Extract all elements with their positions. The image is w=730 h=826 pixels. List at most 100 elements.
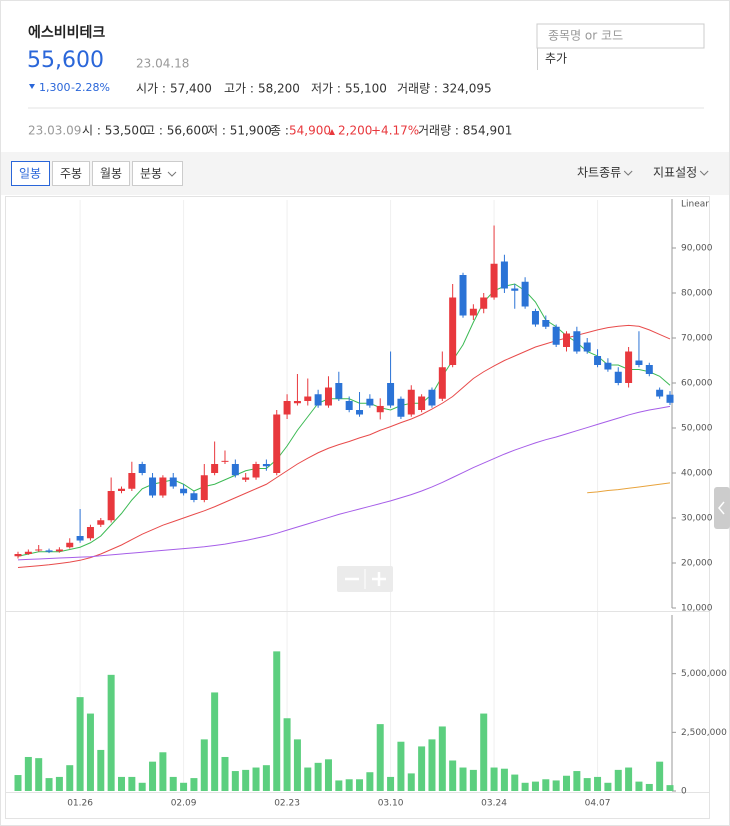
stock-name: 에스비비테크 — [28, 25, 105, 41]
candle-body — [138, 464, 146, 473]
volume-bar — [418, 746, 426, 791]
volume-bar — [428, 739, 436, 791]
volume-bar — [438, 726, 446, 791]
candle-body — [345, 401, 353, 410]
candle-body — [262, 464, 270, 467]
chart: 01.26 02.09 02.23 03.10 03.24 04.07 Linear 10,0… — [6, 199, 727, 809]
detail-close: 54,900 — [289, 124, 331, 138]
candle-body — [97, 520, 105, 525]
volume-bar — [604, 782, 612, 791]
detail-low: 저 : 51,900 — [207, 124, 272, 138]
period-button[interactable] — [11, 161, 50, 186]
candle-body — [459, 275, 467, 316]
candle-body — [314, 394, 322, 406]
volume-bar — [345, 779, 353, 791]
chart-panel — [5, 196, 710, 819]
x-tick-label: 02.09 — [171, 799, 197, 809]
period-button[interactable] — [52, 161, 90, 186]
volume-bar — [552, 780, 560, 791]
stat-value: 324,095 — [442, 82, 492, 96]
y-tick-label: 40,000 — [681, 469, 713, 479]
volume-bar — [511, 774, 519, 791]
side-tab[interactable] — [714, 487, 730, 529]
side-tab-icon — [718, 501, 725, 515]
volume-bar — [376, 724, 384, 791]
candle-body — [449, 297, 457, 365]
stat-label: 고가 : — [224, 82, 254, 96]
volume-bar — [469, 769, 477, 791]
candle-body — [231, 464, 239, 476]
stat-value: 55,100 — [345, 82, 387, 96]
candle-body — [242, 477, 250, 480]
volume-bar — [563, 775, 571, 791]
candle-body — [190, 493, 198, 500]
volume-bar — [490, 767, 498, 791]
menu-button[interactable]: 지표설정 — [653, 166, 697, 180]
change-pct: -2.28% — [71, 81, 110, 94]
candle-body — [252, 464, 260, 478]
scale-label: Linear — [681, 200, 709, 210]
volume-bar — [221, 756, 229, 791]
y-tick-label: 50,000 — [681, 424, 713, 434]
volume-bar — [324, 759, 332, 791]
candle-body — [542, 320, 550, 327]
detail-date: 23.03.09 — [28, 124, 81, 138]
volume-bar — [231, 771, 239, 791]
y-tick-label: 30,000 — [681, 514, 713, 524]
candle-body — [169, 477, 177, 487]
candle-body — [293, 401, 301, 404]
volume-bar — [583, 778, 591, 791]
candle-body — [573, 331, 581, 352]
volume-bar — [97, 749, 105, 791]
volume-bar — [262, 765, 270, 791]
candle-body — [149, 477, 157, 496]
candle-body — [273, 414, 281, 473]
period-label: 주봉 — [60, 167, 82, 181]
candle-body — [324, 387, 332, 406]
volume-bar — [293, 739, 301, 791]
detail-volume: 거래량 : 854,901 — [418, 124, 512, 138]
candle-body — [407, 389, 415, 415]
y-tick-label: 80,000 — [681, 289, 713, 299]
volume-bar — [666, 785, 674, 791]
candle-body — [418, 396, 426, 410]
change: 1,300 — [39, 81, 71, 94]
candle-body — [55, 549, 63, 552]
volume-bar — [211, 692, 219, 791]
y-tick-label: 90,000 — [681, 244, 713, 254]
stat-label: 시가 : — [136, 82, 166, 96]
chevron — [699, 170, 709, 176]
detail-change-pct: +4.17% — [371, 124, 419, 138]
candle-body — [24, 551, 32, 554]
candle-body — [387, 383, 395, 406]
volume-bar — [480, 713, 488, 791]
candle-body — [376, 405, 384, 413]
stat-value: 57,400 — [170, 82, 212, 96]
candle-body — [304, 396, 312, 401]
volume-bar — [128, 776, 136, 791]
volume-bar — [366, 772, 374, 791]
y2-tick-label: 5,000,000 — [681, 669, 727, 679]
candle-body — [666, 394, 674, 403]
y-tick-label: 60,000 — [681, 379, 713, 389]
period-label: 월봉 — [100, 167, 122, 181]
period-button[interactable] — [92, 161, 130, 186]
add-button[interactable]: 추가 — [545, 52, 567, 66]
candle-body — [614, 371, 622, 383]
period-label: 분봉 — [140, 167, 162, 181]
down-arrow — [29, 84, 35, 89]
candle-body — [180, 488, 188, 494]
candle-body — [438, 367, 446, 399]
moving-average — [17, 324, 671, 568]
menu-button[interactable]: 차트종류 — [577, 166, 621, 180]
moving-average — [17, 405, 671, 561]
volume-bar — [66, 765, 74, 791]
candle-body — [35, 549, 43, 551]
x-tick-label: 03.24 — [481, 799, 507, 809]
candle-body — [86, 527, 94, 539]
candle-body — [604, 362, 612, 370]
search-box[interactable] — [536, 23, 705, 49]
volume-bar — [76, 697, 84, 791]
candle-body — [521, 281, 529, 307]
x-tick-label: 04.07 — [585, 799, 611, 809]
